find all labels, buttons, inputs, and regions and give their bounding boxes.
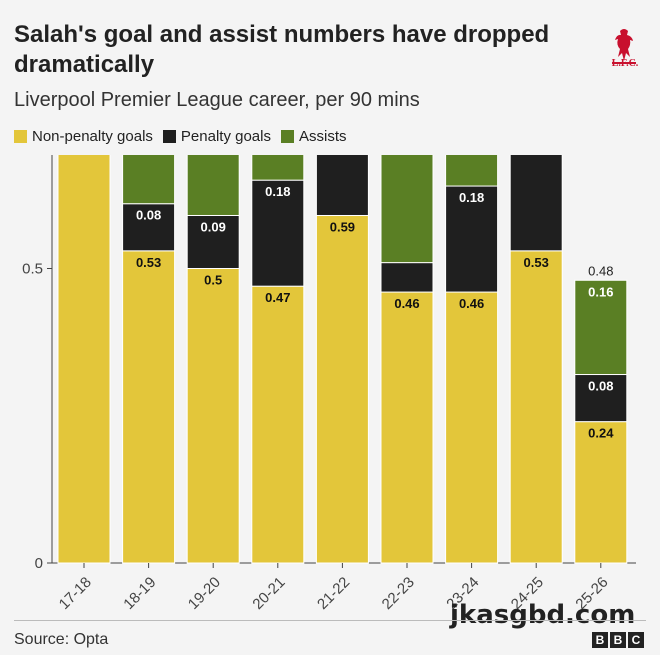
bar-segment-assists xyxy=(445,155,499,187)
x-tick-label: 17-18 xyxy=(56,574,95,613)
data-label: 0.09 xyxy=(201,219,226,234)
y-tick-label: 0.5 xyxy=(22,261,43,278)
liverbird-logo-icon xyxy=(612,29,636,64)
data-label: 0.08 xyxy=(136,208,161,223)
bar-segment-assists xyxy=(122,155,176,205)
legend-swatch-penalty xyxy=(162,130,176,143)
bar-segment-penalty-goals xyxy=(574,374,628,423)
legend-label-penalty: Penalty goals xyxy=(180,128,271,145)
x-tick-label: 20-21 xyxy=(249,574,288,613)
x-tick-label: 22-23 xyxy=(379,574,418,613)
bar-segment-penalty-goals xyxy=(445,185,499,293)
bar-segment-penalty-goals xyxy=(509,155,563,252)
legend-item-non-penalty: Non-penalty goals xyxy=(14,128,153,145)
data-label: 0.59 xyxy=(330,219,355,234)
data-label: 0.46 xyxy=(459,296,484,311)
x-tick-label: 18-19 xyxy=(120,574,159,613)
bbc-letter: B xyxy=(592,632,608,648)
data-label: 0.24 xyxy=(588,426,614,441)
chart-title: Salah's goal and assist numbers have dro… xyxy=(14,21,550,78)
watermark: jkasgbd.com xyxy=(450,600,636,630)
data-label: 0.16 xyxy=(588,284,613,299)
bar-segment-non-penalty-goals xyxy=(122,250,176,564)
data-label: 0.5 xyxy=(204,273,222,288)
data-label: 0.08 xyxy=(588,379,613,394)
divider xyxy=(14,620,646,621)
bar-segment-assists xyxy=(251,155,305,181)
legend-item-assists: Assists xyxy=(280,128,347,145)
total-label: 0.48 xyxy=(588,263,613,278)
bar-segment-penalty-goals xyxy=(315,155,369,216)
bar-segment-non-penalty-goals xyxy=(574,421,628,564)
data-label: 0.53 xyxy=(524,255,549,270)
data-label: 0.18 xyxy=(265,184,290,199)
bar-segment-non-penalty-goals xyxy=(315,214,369,564)
bar-segment-non-penalty-goals xyxy=(445,291,499,564)
chart-subtitle: Liverpool Premier League career, per 90 … xyxy=(14,89,420,111)
bbc-letter: B xyxy=(610,632,626,648)
bar-segment-assists xyxy=(186,155,240,216)
bbc-letter: C xyxy=(628,632,644,648)
bar-segment-non-penalty-goals xyxy=(509,250,563,564)
legend-item-penalty: Penalty goals xyxy=(162,128,271,145)
bar-segment-non-penalty-goals xyxy=(57,155,111,564)
bar-segment-non-penalty-goals xyxy=(380,291,434,564)
bar-segment-assists xyxy=(380,155,434,264)
legend-swatch-assists xyxy=(280,130,294,143)
legend-swatch-non-penalty xyxy=(14,130,27,143)
bar-segment-non-penalty-goals xyxy=(186,268,240,564)
legend-label-assists: Assists xyxy=(298,128,347,145)
bar-segment-non-penalty-goals xyxy=(251,285,305,564)
data-label: 0.47 xyxy=(265,290,290,305)
logo-text: L.F.C. xyxy=(611,58,639,69)
data-label: 0.46 xyxy=(394,296,419,311)
source-note: Source: Opta xyxy=(14,631,109,648)
legend: Non-penalty goals Penalty goals Assists xyxy=(14,128,357,145)
x-tick-label: 21-22 xyxy=(314,574,353,613)
bbc-logo: B B C xyxy=(590,632,644,648)
data-label: 0.53 xyxy=(136,255,161,270)
bar-segment-assists xyxy=(574,279,628,376)
bar-segment-penalty-goals xyxy=(380,262,434,293)
data-label: 0.18 xyxy=(459,190,484,205)
y-tick-label: 0 xyxy=(35,555,43,572)
legend-label-non-penalty: Non-penalty goals xyxy=(32,128,153,145)
bar-chart: 00.510.960.311.317-180.530.080.220.8318-… xyxy=(22,155,636,613)
x-tick-label: 19-20 xyxy=(185,574,224,613)
